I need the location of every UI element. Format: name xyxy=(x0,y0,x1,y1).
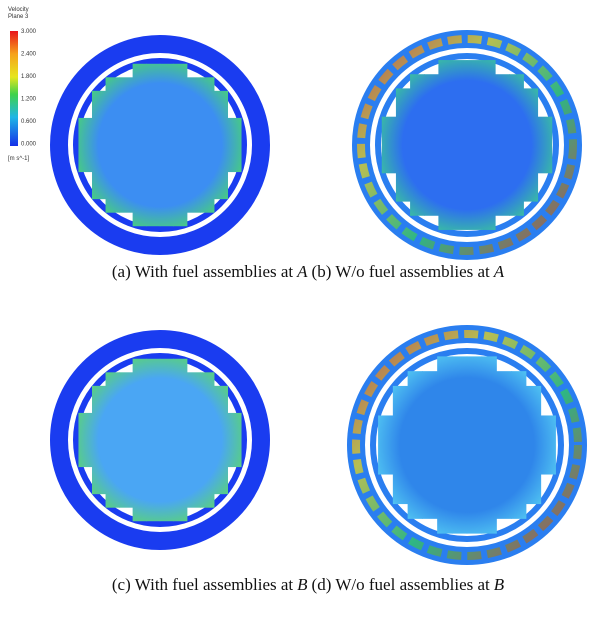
caption-label: (d) xyxy=(312,575,332,594)
core-column xyxy=(537,117,552,174)
caption-var: B xyxy=(494,575,505,594)
core-column xyxy=(481,60,496,230)
colorbar-tick-label: 1.200 xyxy=(21,97,37,103)
contour-plot xyxy=(361,39,573,251)
core-column xyxy=(146,359,160,521)
caption-text: With fuel assemblies at xyxy=(135,575,294,594)
core-column xyxy=(467,60,482,230)
core-column xyxy=(106,372,120,507)
core-column xyxy=(393,386,408,504)
core-column xyxy=(187,77,201,212)
core-column xyxy=(200,77,214,212)
core-column xyxy=(511,371,526,519)
contour-plot xyxy=(59,44,261,246)
core-column xyxy=(133,64,147,226)
caption-var: A xyxy=(296,262,308,281)
core-column xyxy=(496,371,511,519)
core-column xyxy=(227,413,241,467)
core-column xyxy=(424,74,439,216)
core-column xyxy=(410,74,425,216)
core-column xyxy=(214,91,228,199)
colorbar-tick-label: 0.600 xyxy=(21,119,37,125)
core-column xyxy=(214,386,228,494)
core-column xyxy=(106,77,120,212)
colorbar-scale xyxy=(10,31,18,146)
colorbar-tick-label: 3.000 xyxy=(21,29,37,35)
core-column xyxy=(92,386,106,494)
core-column xyxy=(133,359,147,521)
colorbar-subtitle: Plane 3 xyxy=(8,14,29,20)
core-column xyxy=(227,118,241,172)
core-column xyxy=(92,91,106,199)
core-column xyxy=(119,77,133,212)
caption-var: B xyxy=(297,575,308,594)
caption-label: (a) xyxy=(112,262,131,281)
core-column xyxy=(119,372,133,507)
contour-plot xyxy=(59,339,261,541)
core-column xyxy=(200,372,214,507)
core-column xyxy=(378,415,393,474)
core-column xyxy=(526,386,541,504)
caption-text: W/o fuel assemblies at xyxy=(335,262,490,281)
caption-var: A xyxy=(493,262,505,281)
core-column xyxy=(495,74,510,216)
caption-text: W/o fuel assemblies at xyxy=(335,575,490,594)
core-column xyxy=(396,88,411,201)
colorbar-tick-label: 2.400 xyxy=(21,52,37,58)
core-column xyxy=(173,64,187,226)
core-column xyxy=(382,117,397,174)
caption-text: With fuel assemblies at xyxy=(135,262,294,281)
colorbar-tick-label: 0.000 xyxy=(21,142,37,148)
core-column xyxy=(422,371,437,519)
colorbar-title: Velocity xyxy=(8,7,29,13)
core-column xyxy=(523,88,538,201)
core-column xyxy=(78,413,92,467)
colorbar-unit: [m s^-1] xyxy=(8,156,29,162)
core-column xyxy=(438,60,453,230)
contour-plot xyxy=(356,334,578,556)
core-column xyxy=(187,372,201,507)
figure: Velocity Plane 3 [m s^-1] (a)With fuel a… xyxy=(0,0,616,628)
core-column xyxy=(452,356,467,533)
core-column xyxy=(173,359,187,521)
caption-label: (c) xyxy=(112,575,131,594)
core-column xyxy=(437,356,452,533)
colorbar-tick-label: 1.800 xyxy=(21,74,37,80)
core-column xyxy=(467,356,482,533)
core-column xyxy=(146,64,160,226)
core-column xyxy=(453,60,468,230)
core-column xyxy=(509,74,524,216)
core-column xyxy=(160,64,174,226)
core-column xyxy=(160,359,174,521)
core-column xyxy=(78,118,92,172)
caption-label: (b) xyxy=(312,262,332,281)
core-column xyxy=(481,356,496,533)
core-column xyxy=(541,415,556,474)
core-column xyxy=(408,371,423,519)
